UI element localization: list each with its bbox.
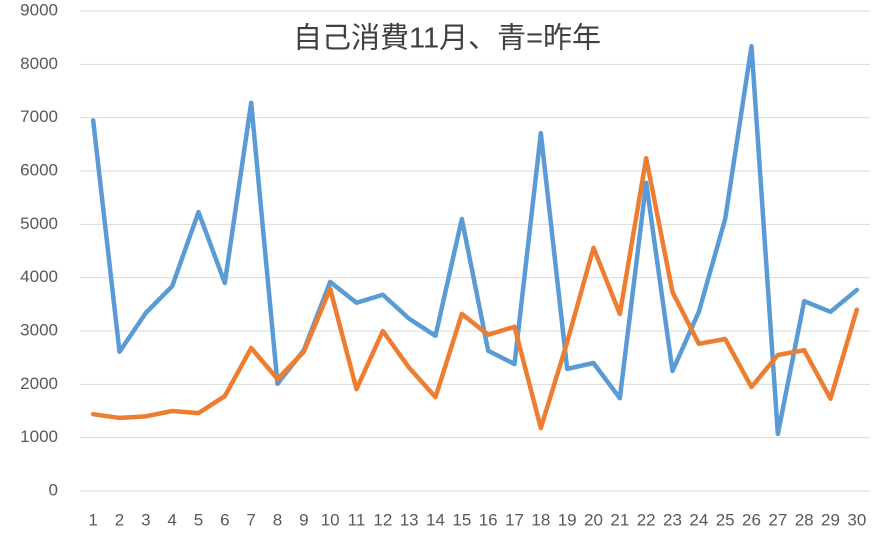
x-tick-label: 14 bbox=[426, 510, 445, 529]
x-tick-label: 27 bbox=[768, 510, 787, 529]
y-tick-label: 0 bbox=[49, 480, 58, 499]
y-tick-label: 1000 bbox=[20, 427, 58, 446]
series-line bbox=[90, 43, 860, 437]
y-tick-label: 3000 bbox=[20, 320, 58, 339]
x-tick-label: 3 bbox=[141, 510, 150, 529]
x-tick-label: 9 bbox=[299, 510, 308, 529]
x-tick-label: 18 bbox=[531, 510, 550, 529]
x-tick-label: 19 bbox=[558, 510, 577, 529]
x-tick-label: 4 bbox=[167, 510, 176, 529]
y-tick-label: 6000 bbox=[20, 160, 58, 179]
x-tick-label: 15 bbox=[452, 510, 471, 529]
x-tick-label: 26 bbox=[742, 510, 761, 529]
x-tick-label: 12 bbox=[373, 510, 392, 529]
x-tick-label: 16 bbox=[479, 510, 498, 529]
x-tick-label: 22 bbox=[637, 510, 656, 529]
x-tick-label: 29 bbox=[821, 510, 840, 529]
y-tick-label: 9000 bbox=[20, 0, 58, 19]
y-tick-label: 4000 bbox=[20, 267, 58, 286]
x-tick-label: 25 bbox=[716, 510, 735, 529]
chart-title: 自己消費11月、青=昨年 bbox=[293, 22, 601, 55]
x-tick-label: 28 bbox=[795, 510, 814, 529]
y-tick-label: 2000 bbox=[20, 374, 58, 393]
x-tick-label: 21 bbox=[610, 510, 629, 529]
x-tick-label: 1 bbox=[88, 510, 97, 529]
y-tick-label: 7000 bbox=[20, 107, 58, 126]
x-tick-label: 5 bbox=[194, 510, 203, 529]
x-tick-label: 17 bbox=[505, 510, 524, 529]
x-tick-label: 24 bbox=[689, 510, 708, 529]
y-tick-label: 8000 bbox=[20, 54, 58, 73]
x-tick-label: 20 bbox=[584, 510, 603, 529]
x-tick-label: 10 bbox=[321, 510, 340, 529]
series-line bbox=[90, 155, 860, 431]
x-tick-label: 8 bbox=[273, 510, 282, 529]
x-tick-label: 30 bbox=[847, 510, 866, 529]
x-tick-label: 23 bbox=[663, 510, 682, 529]
x-tick-label: 6 bbox=[220, 510, 229, 529]
x-tick-label: 2 bbox=[115, 510, 124, 529]
x-tick-label: 11 bbox=[348, 510, 366, 529]
x-tick-label: 13 bbox=[400, 510, 419, 529]
y-tick-label: 5000 bbox=[20, 214, 58, 233]
x-tick-label: 7 bbox=[246, 510, 255, 529]
